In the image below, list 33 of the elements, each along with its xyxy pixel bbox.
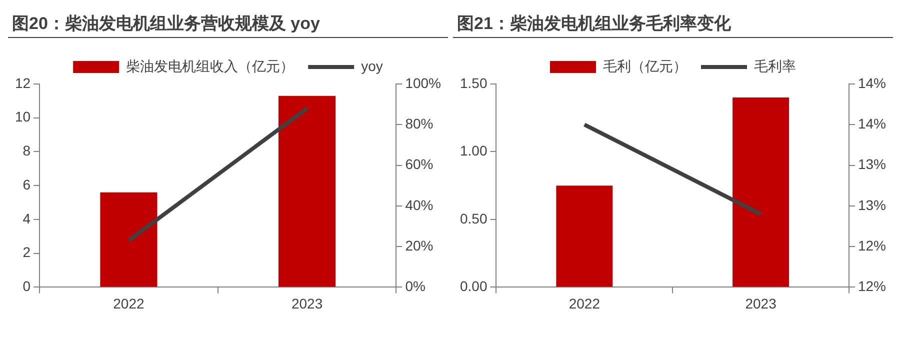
y2-tick-label: 20% <box>405 237 434 254</box>
legend-label: 毛利（亿元） <box>603 58 687 74</box>
legend-label: 毛利率 <box>754 58 796 74</box>
x-tick-label: 2022 <box>113 295 145 312</box>
y-tick-label: 0.00 <box>460 278 488 294</box>
x-tick-label: 2022 <box>568 295 600 312</box>
y-tick-label: 10 <box>14 108 31 125</box>
y2-tick-label: 12% <box>858 278 886 294</box>
legend-label: yoy <box>361 58 383 74</box>
y2-tick-label: 100% <box>405 74 442 91</box>
chart-title: 图21：柴油发电机组业务毛利率变化 <box>453 8 893 38</box>
y2-tick-label: 13% <box>858 156 886 172</box>
y2-tick-label: 12% <box>858 237 886 254</box>
y2-tick-label: 80% <box>405 116 434 132</box>
y2-tick-label: 0% <box>405 278 426 294</box>
y-tick-label: 2 <box>22 244 31 260</box>
y-tick-label: 0 <box>22 278 31 294</box>
y2-tick-label: 14% <box>858 74 886 91</box>
y2-tick-label: 14% <box>858 116 886 132</box>
y-tick-label: 6 <box>22 176 31 192</box>
y-tick-label: 1.00 <box>460 142 488 159</box>
y-tick-label: 1.50 <box>460 74 488 91</box>
y-tick-label: 0.50 <box>460 210 488 226</box>
y2-tick-label: 40% <box>405 196 434 213</box>
legend-label: 柴油发电机组收入（亿元） <box>126 58 294 74</box>
x-tick-label: 2023 <box>291 295 323 312</box>
y-tick-label: 4 <box>22 210 31 226</box>
x-tick-label: 2023 <box>745 295 777 312</box>
y2-tick-label: 13% <box>858 196 886 213</box>
y2-tick-label: 60% <box>405 156 434 172</box>
y-tick-label: 8 <box>22 142 31 159</box>
chart-title: 图20：柴油发电机组业务营收规模及 yoy <box>8 8 448 38</box>
y-tick-label: 12 <box>14 74 31 91</box>
